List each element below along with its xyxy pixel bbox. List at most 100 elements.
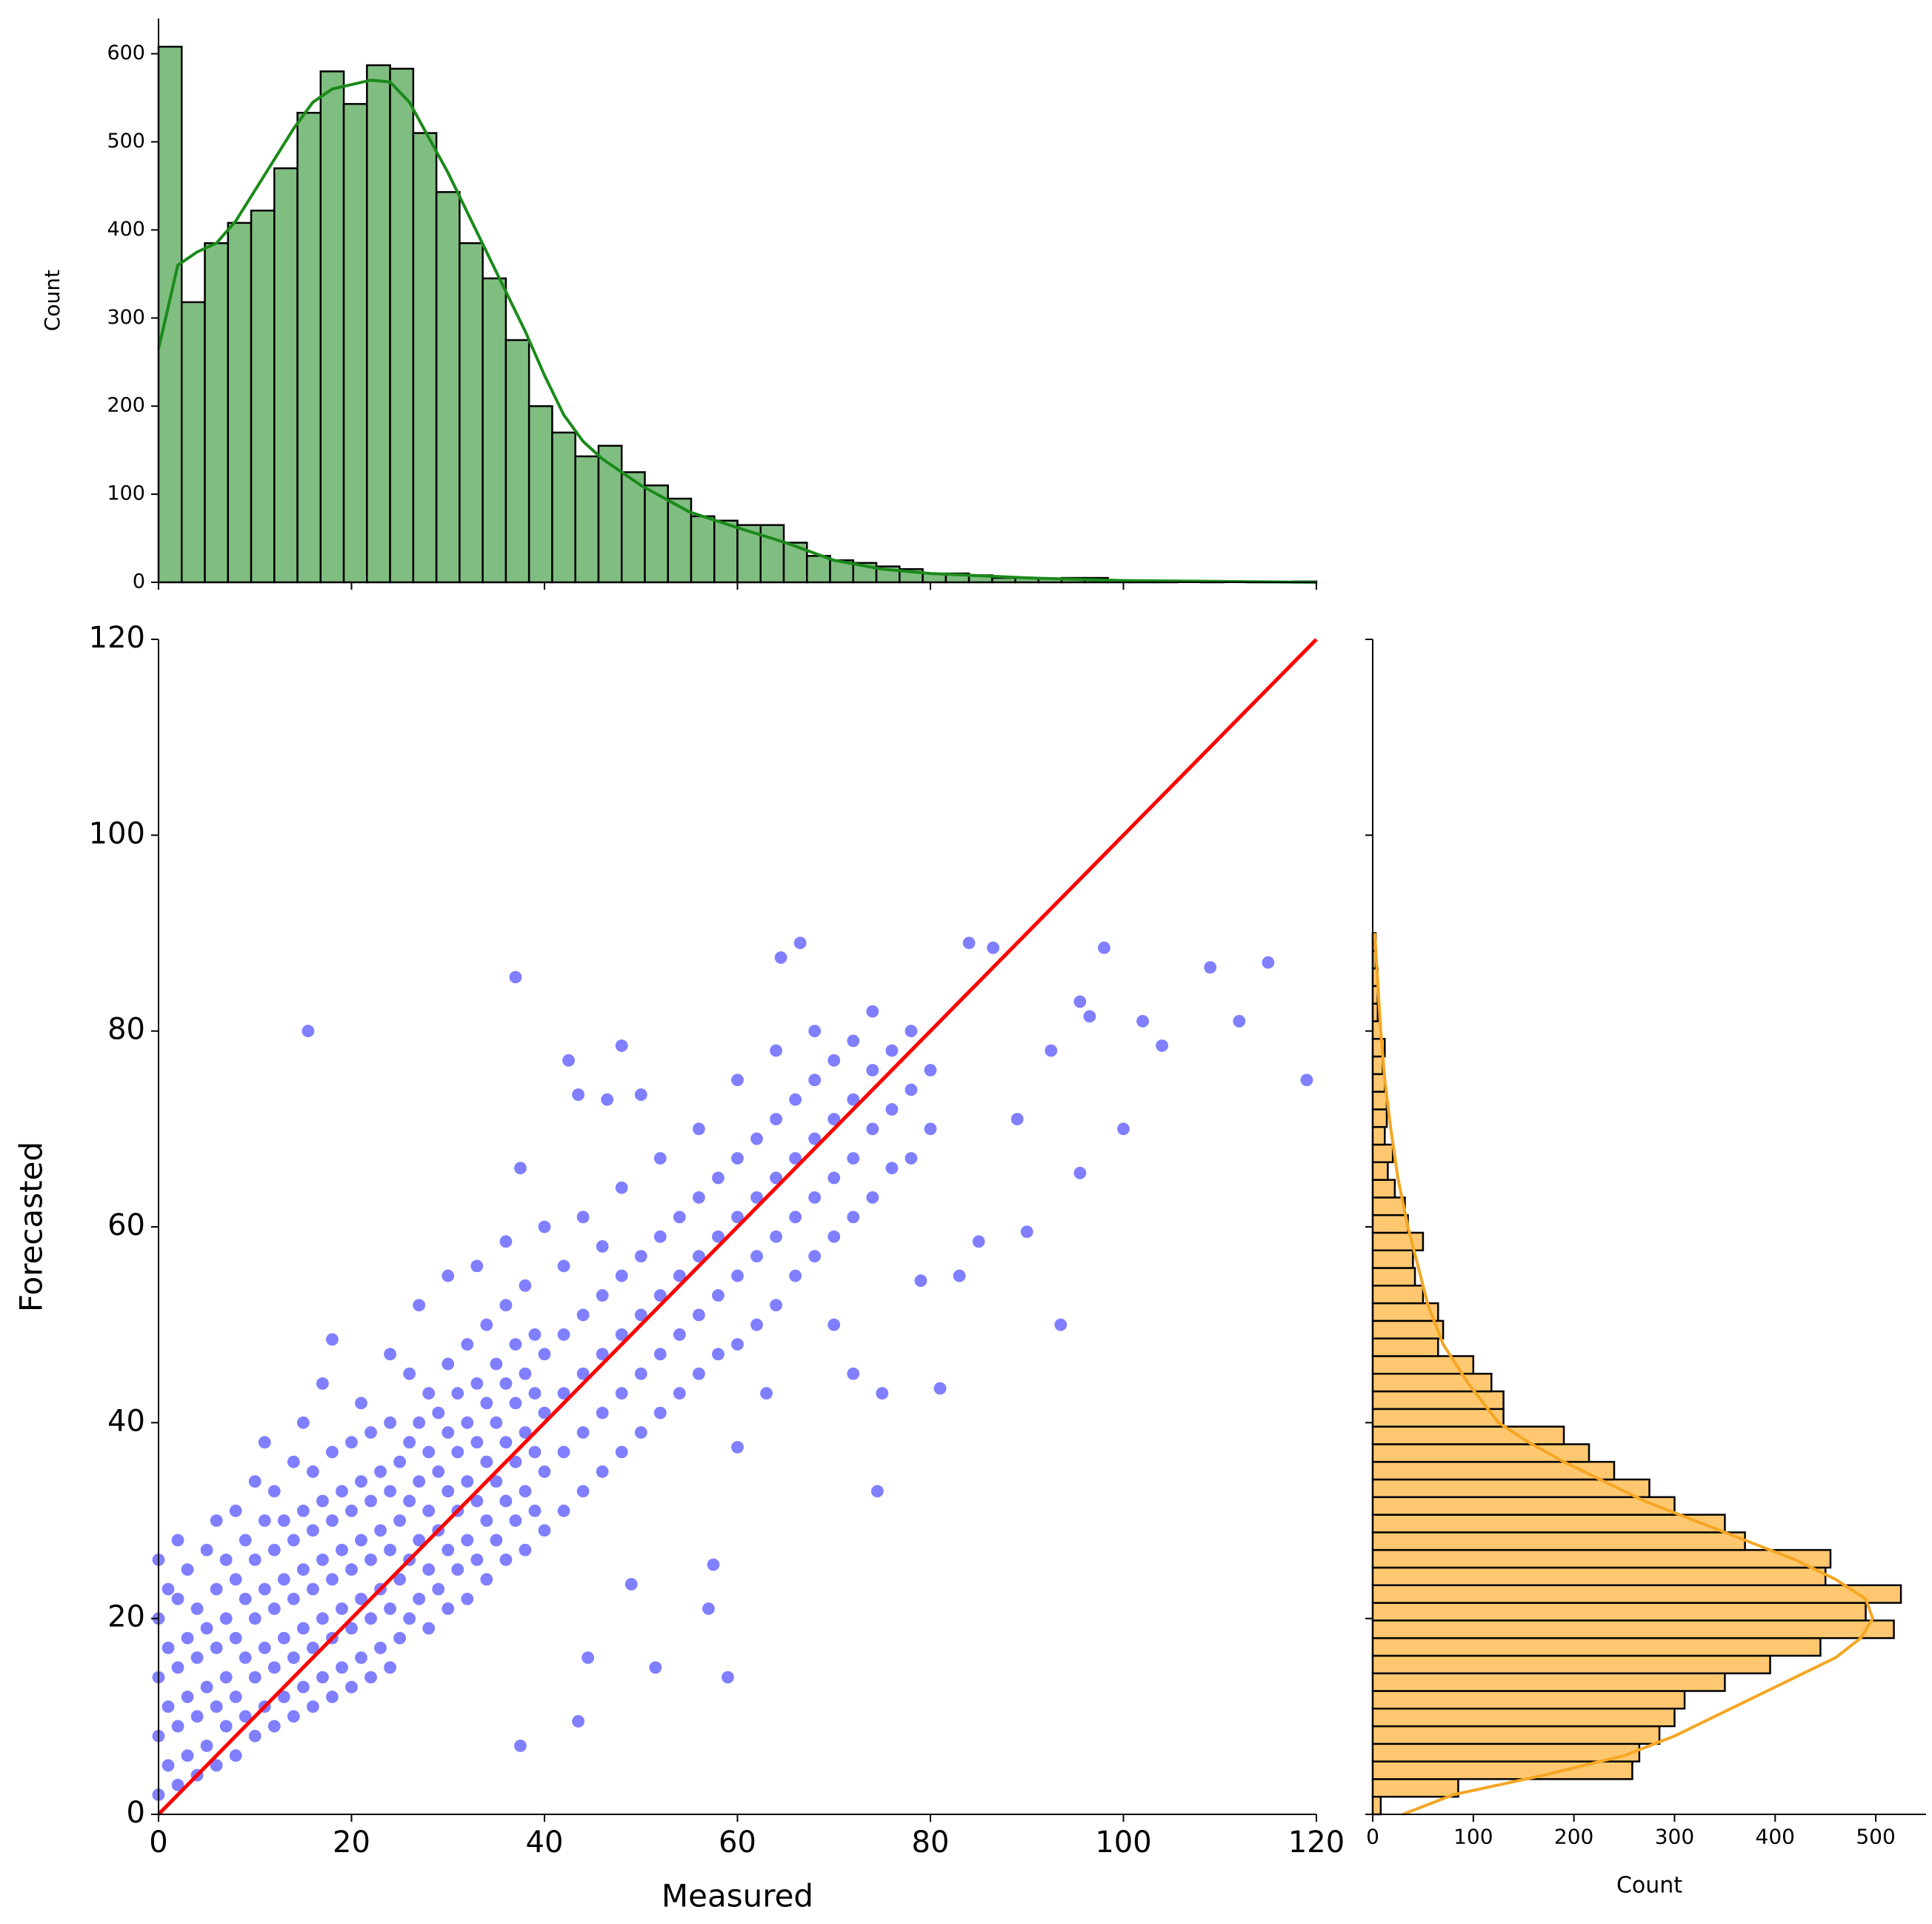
scatter-point (431, 1582, 446, 1597)
scatter-point (180, 1748, 195, 1763)
scatter-point (933, 1381, 947, 1396)
scatter-point (768, 1171, 784, 1185)
scatter-point (537, 1347, 552, 1362)
scatter-point (190, 1650, 204, 1665)
scatter-point (768, 1043, 784, 1058)
scatter-point (576, 1366, 590, 1381)
scatter-point (527, 1386, 542, 1401)
scatter-point (170, 1660, 185, 1675)
scatter-point (402, 1611, 417, 1626)
scatter-point (807, 1190, 822, 1205)
scatter-point (286, 1591, 301, 1606)
scatter-point (537, 1464, 552, 1479)
bar (1371, 1496, 1676, 1516)
scatter-point (412, 1415, 427, 1430)
scatter-point (460, 1337, 475, 1352)
scatter-point (846, 1092, 861, 1107)
scatter-point (875, 1386, 890, 1401)
scatter-point (827, 1317, 842, 1332)
scatter-point (199, 1621, 214, 1636)
scatter-point (305, 1582, 320, 1597)
scatter-point (508, 1454, 523, 1469)
bar (1371, 1091, 1388, 1111)
scatter-point (768, 1112, 784, 1127)
scatter-point (706, 1557, 721, 1572)
bar (1371, 1179, 1396, 1199)
y-tick-label: 0 (133, 570, 145, 593)
bar (1371, 1285, 1425, 1305)
scatter-point (441, 1425, 456, 1440)
scatter-point (1053, 1317, 1068, 1332)
bar (1371, 1125, 1386, 1146)
scatter-point (556, 1327, 571, 1342)
scatter-point (971, 1234, 986, 1249)
scatter-point (1082, 1009, 1097, 1024)
scatter-point (1203, 960, 1218, 975)
scatter-point (576, 1484, 590, 1499)
scatter-point (527, 1445, 542, 1459)
scatter-point (199, 1738, 214, 1754)
scatter-point (527, 1327, 542, 1342)
scatter-point (170, 1719, 185, 1734)
scatter-point (344, 1435, 359, 1450)
scatter-point (209, 1582, 224, 1597)
scatter-point (479, 1317, 494, 1332)
scatter-point (793, 936, 807, 951)
scatter-point (209, 1758, 224, 1773)
scatter-point (827, 1112, 842, 1127)
scatter-point (691, 1308, 707, 1322)
y-tick-label: 0 (127, 1796, 145, 1830)
scatter-point (633, 1087, 648, 1102)
scatter-point (228, 1572, 243, 1587)
scatter-point (344, 1503, 359, 1518)
bar (435, 190, 461, 584)
scatter-point (1154, 1038, 1170, 1053)
bar (1371, 1548, 1832, 1569)
scatter-point (518, 1484, 533, 1499)
scatter-point (614, 1268, 629, 1283)
kde-line (157, 79, 1317, 584)
bar (527, 405, 553, 584)
y-tick-label: 100 (107, 482, 145, 505)
bar (296, 111, 322, 584)
scatter-point (344, 1680, 359, 1694)
y-tick-label: 400 (107, 218, 145, 241)
bar (1371, 1460, 1616, 1481)
scatter-point (846, 1151, 861, 1166)
x-tick-label: 80 (912, 1825, 950, 1860)
scatter-point (827, 1229, 842, 1244)
scatter-point (402, 1435, 417, 1450)
scatter-point (672, 1386, 687, 1401)
scatter-point (865, 1190, 880, 1205)
scatter-point (701, 1601, 716, 1617)
bar (597, 445, 623, 584)
scatter-point (382, 1484, 398, 1499)
scatter-point (412, 1298, 427, 1313)
scatter-point (508, 1513, 523, 1528)
scatter-point (614, 1327, 629, 1342)
bar (1371, 1108, 1388, 1128)
scatter-point (710, 1347, 726, 1362)
y-tick-label: 80 (107, 1013, 145, 1047)
scatter-point (633, 1249, 648, 1264)
scatter-point (499, 1552, 513, 1567)
scatter-point (257, 1513, 272, 1528)
x-tick-label: 120 (1288, 1825, 1345, 1860)
scatter-point (904, 1082, 919, 1097)
scatter-point (885, 1043, 899, 1058)
scatter-point (470, 1494, 484, 1508)
scatter-point (334, 1484, 350, 1499)
scatter-point (296, 1680, 310, 1694)
scatter-point (363, 1494, 379, 1508)
scatter-point (393, 1454, 407, 1469)
y-tick-label: 200 (107, 394, 145, 417)
scatter-point (691, 1190, 707, 1205)
scatter-point (170, 1777, 185, 1792)
kde-line (1373, 933, 1875, 1816)
scatter-point (363, 1552, 379, 1567)
scatter-point (393, 1572, 407, 1587)
scatter-point (749, 1190, 765, 1205)
scatter-point (489, 1474, 504, 1489)
y-axis-label: Count (40, 270, 64, 331)
scatter-point (508, 970, 523, 985)
